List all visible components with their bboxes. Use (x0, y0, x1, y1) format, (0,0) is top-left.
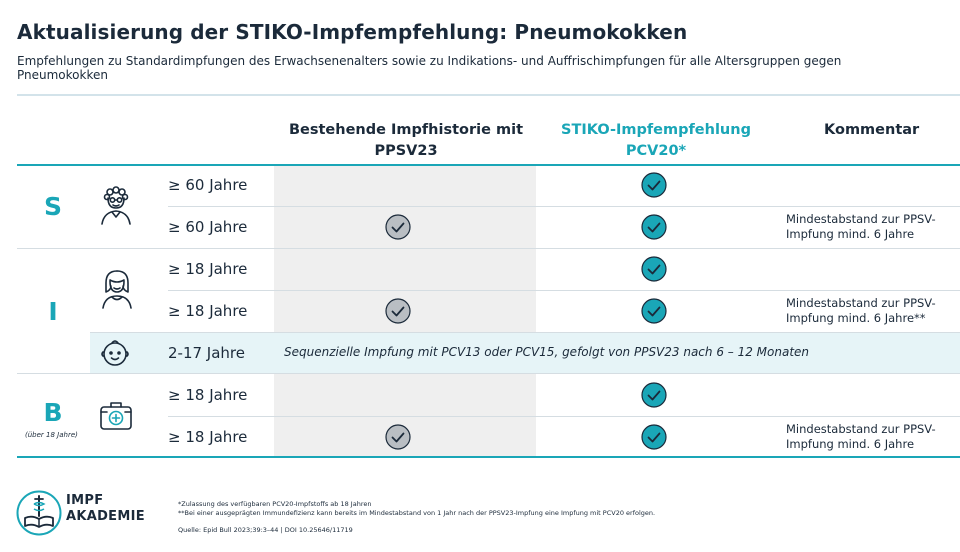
group-letter-b: B (43, 398, 63, 427)
teal-check-icon (641, 298, 667, 324)
table-bottom-rule (17, 456, 960, 458)
source-note: Quelle: Epid Bull 2023;39:3–44 | DOI 10.… (178, 526, 353, 534)
teal-check-icon (641, 424, 667, 450)
group-letter-i: I (48, 297, 58, 326)
page-subtitle: Empfehlungen zu Standardimpfungen des Er… (17, 54, 842, 82)
age-label: ≥ 60 Jahre (168, 218, 248, 236)
row-comment: Mindestabstand zur PPSV-Impfung mind. 6 … (786, 296, 936, 325)
age-label: ≥ 18 Jahre (168, 428, 248, 446)
teal-check-icon (641, 256, 667, 282)
gray-check-icon (385, 424, 411, 450)
age-label: ≥ 60 Jahre (168, 176, 248, 194)
footnote-2: **Bei einer ausgeprägten Immundefizienz … (178, 509, 656, 517)
group-letter-s: S (43, 192, 62, 221)
teal-check-icon (641, 172, 667, 198)
gray-check-icon (385, 298, 411, 324)
teal-check-icon (641, 382, 667, 408)
group-divider (17, 373, 960, 374)
first-aid-kit-icon (100, 402, 132, 430)
row-divider (168, 416, 960, 417)
age-label: ≥ 18 Jahre (168, 386, 248, 404)
sequential-vaccination-text: Sequenzielle Impfung mit PCV13 oder PCV1… (284, 345, 810, 359)
header-divider (17, 94, 960, 96)
column-header-stiko: STIKO-Impfempfehlung PCV20* (561, 122, 751, 159)
row-divider (168, 206, 960, 207)
row-divider (90, 332, 960, 333)
logo-line2: AKADEMIE (66, 509, 145, 524)
row-comment: Mindestabstand zur PPSV-Impfung mind. 6 … (786, 212, 936, 241)
column-header-history: Bestehende Impfhistorie mit PPSV23 (288, 122, 524, 159)
gray-check-icon (385, 214, 411, 240)
logo-text: IMPF AKADEMIE (66, 493, 145, 525)
row-divider (168, 290, 960, 291)
group-b-note: (über 18 Jahre) (25, 431, 78, 439)
impf-akademie-logo-icon (16, 490, 62, 536)
age-label: 2-17 Jahre (168, 344, 245, 362)
child-face-icon (101, 340, 129, 366)
footnote-1: *Zulassung des verfügbaren PCV20-Impfsto… (178, 500, 372, 508)
table-top-rule (17, 164, 960, 166)
logo-line1: IMPF (66, 493, 104, 508)
age-label: ≥ 18 Jahre (168, 302, 248, 320)
adult-person-icon (102, 270, 132, 309)
senior-person-icon (101, 186, 131, 225)
teal-check-icon (641, 214, 667, 240)
age-label: ≥ 18 Jahre (168, 260, 248, 278)
row-comment: Mindestabstand zur PPSV-Impfung mind. 6 … (786, 422, 936, 451)
page-title: Aktualisierung der STIKO-Impfempfehlung:… (17, 20, 688, 44)
column-header-comment: Kommentar (824, 122, 920, 138)
group-divider (17, 248, 960, 249)
table-row-highlight (90, 333, 960, 373)
